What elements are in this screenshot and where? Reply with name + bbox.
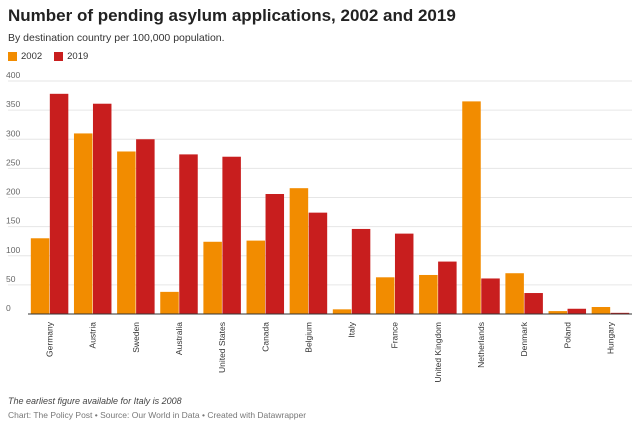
bar-2019-france	[394, 233, 414, 314]
x-tick-label-belgium: Belgium	[303, 322, 313, 353]
bar-2019-poland	[567, 308, 587, 314]
bar-2002-france	[375, 277, 395, 314]
bar-2002-italy	[332, 309, 352, 314]
chart-title: Number of pending asylum applications, 2…	[8, 6, 456, 25]
footnote: The earliest figure available for Italy …	[8, 396, 182, 406]
x-tick-label-canada: Canada	[260, 322, 270, 352]
bar-2002-austria	[73, 133, 93, 314]
bar-2002-canada	[246, 240, 266, 314]
x-tick-label-netherlands: Netherlands	[476, 322, 486, 368]
y-tick-label-50: 50	[6, 274, 16, 284]
y-tick-label-0: 0	[6, 303, 11, 313]
legend-label-2002: 2002	[21, 51, 43, 62]
y-tick-label-200: 200	[6, 187, 20, 197]
chart-subtitle: By destination country per 100,000 popul…	[8, 32, 225, 44]
bar-2019-italy	[351, 228, 371, 314]
x-tick-label-poland: Poland	[562, 322, 572, 349]
bar-2002-united-states	[203, 241, 222, 314]
bar-2019-belgium	[308, 212, 328, 314]
legend: 2002 2019	[8, 51, 88, 62]
y-tick-label-150: 150	[6, 216, 20, 226]
bar-2019-australia	[179, 154, 198, 314]
x-tick-label-austria: Austria	[88, 322, 98, 349]
y-tick-label-100: 100	[6, 245, 20, 255]
bar-2019-austria	[92, 103, 112, 314]
bar-2019-united-kingdom	[438, 261, 457, 314]
y-tick-label-400: 400	[6, 70, 20, 80]
x-tick-label-united-states: United States	[217, 322, 227, 373]
y-tick-label-350: 350	[6, 99, 20, 109]
bar-2002-germany	[30, 238, 50, 314]
bar-2002-sweden	[117, 151, 136, 314]
legend-swatch-2019	[54, 52, 64, 61]
bar-2002-belgium	[289, 188, 309, 314]
x-tick-label-germany: Germany	[45, 321, 55, 357]
bar-2019-united-states	[222, 156, 241, 314]
legend-item-2002: 2002	[8, 51, 42, 62]
bar-2019-hungary	[610, 312, 630, 314]
bar-2002-australia	[160, 291, 179, 314]
x-tick-label-united-kingdom: United Kingdom	[433, 322, 443, 382]
bar-2019-sweden	[136, 139, 155, 314]
bar-2002-denmark	[505, 273, 524, 314]
source-credit: Chart: The Policy Post • Source: Our Wor…	[8, 410, 307, 420]
bar-2002-netherlands	[462, 101, 481, 314]
x-tick-label-sweden: Sweden	[131, 322, 141, 353]
x-tick-label-hungary: Hungary	[605, 321, 615, 354]
legend-swatch-2002	[8, 52, 17, 61]
y-tick-label-300: 300	[6, 128, 20, 138]
x-tick-label-france: France	[390, 322, 400, 349]
bar-2002-united-kingdom	[419, 274, 438, 314]
y-tick-label-250: 250	[6, 157, 20, 167]
bar-2019-canada	[265, 194, 285, 314]
bar-2002-hungary	[591, 307, 611, 314]
bar-2002-poland	[548, 311, 568, 314]
x-tick-label-denmark: Denmark	[519, 321, 529, 356]
legend-item-2019: 2019	[54, 51, 88, 62]
bar-2019-netherlands	[481, 278, 500, 314]
bar-2019-denmark	[524, 293, 543, 314]
legend-label-2019: 2019	[67, 51, 89, 62]
x-tick-label-italy: Italy	[347, 321, 357, 337]
bar-2019-germany	[49, 93, 69, 314]
x-tick-label-australia: Australia	[174, 322, 184, 355]
